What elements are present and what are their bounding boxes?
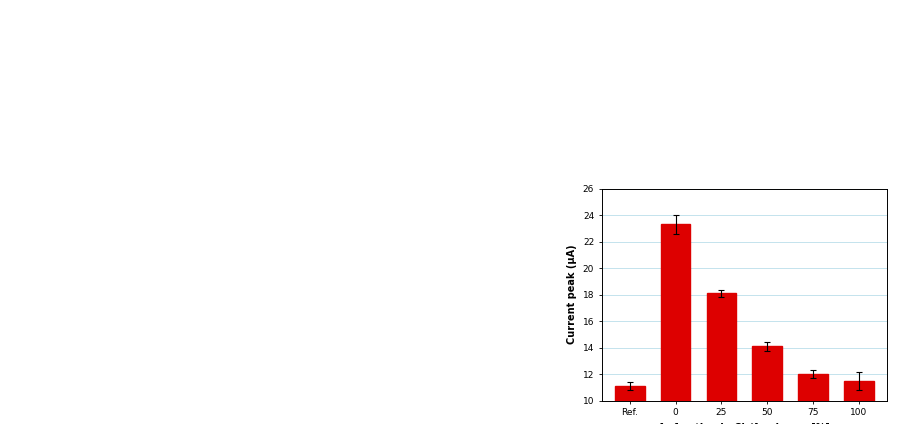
Bar <box>614 386 644 424</box>
Bar <box>844 381 874 424</box>
X-axis label: Ar fraction in Cl₂/Ar plasma [%]: Ar fraction in Cl₂/Ar plasma [%] <box>659 423 830 424</box>
Bar <box>707 293 737 424</box>
Bar <box>752 346 782 424</box>
Y-axis label: Current peak (μA): Current peak (μA) <box>567 245 577 344</box>
Bar <box>798 374 828 424</box>
Bar <box>661 224 691 424</box>
